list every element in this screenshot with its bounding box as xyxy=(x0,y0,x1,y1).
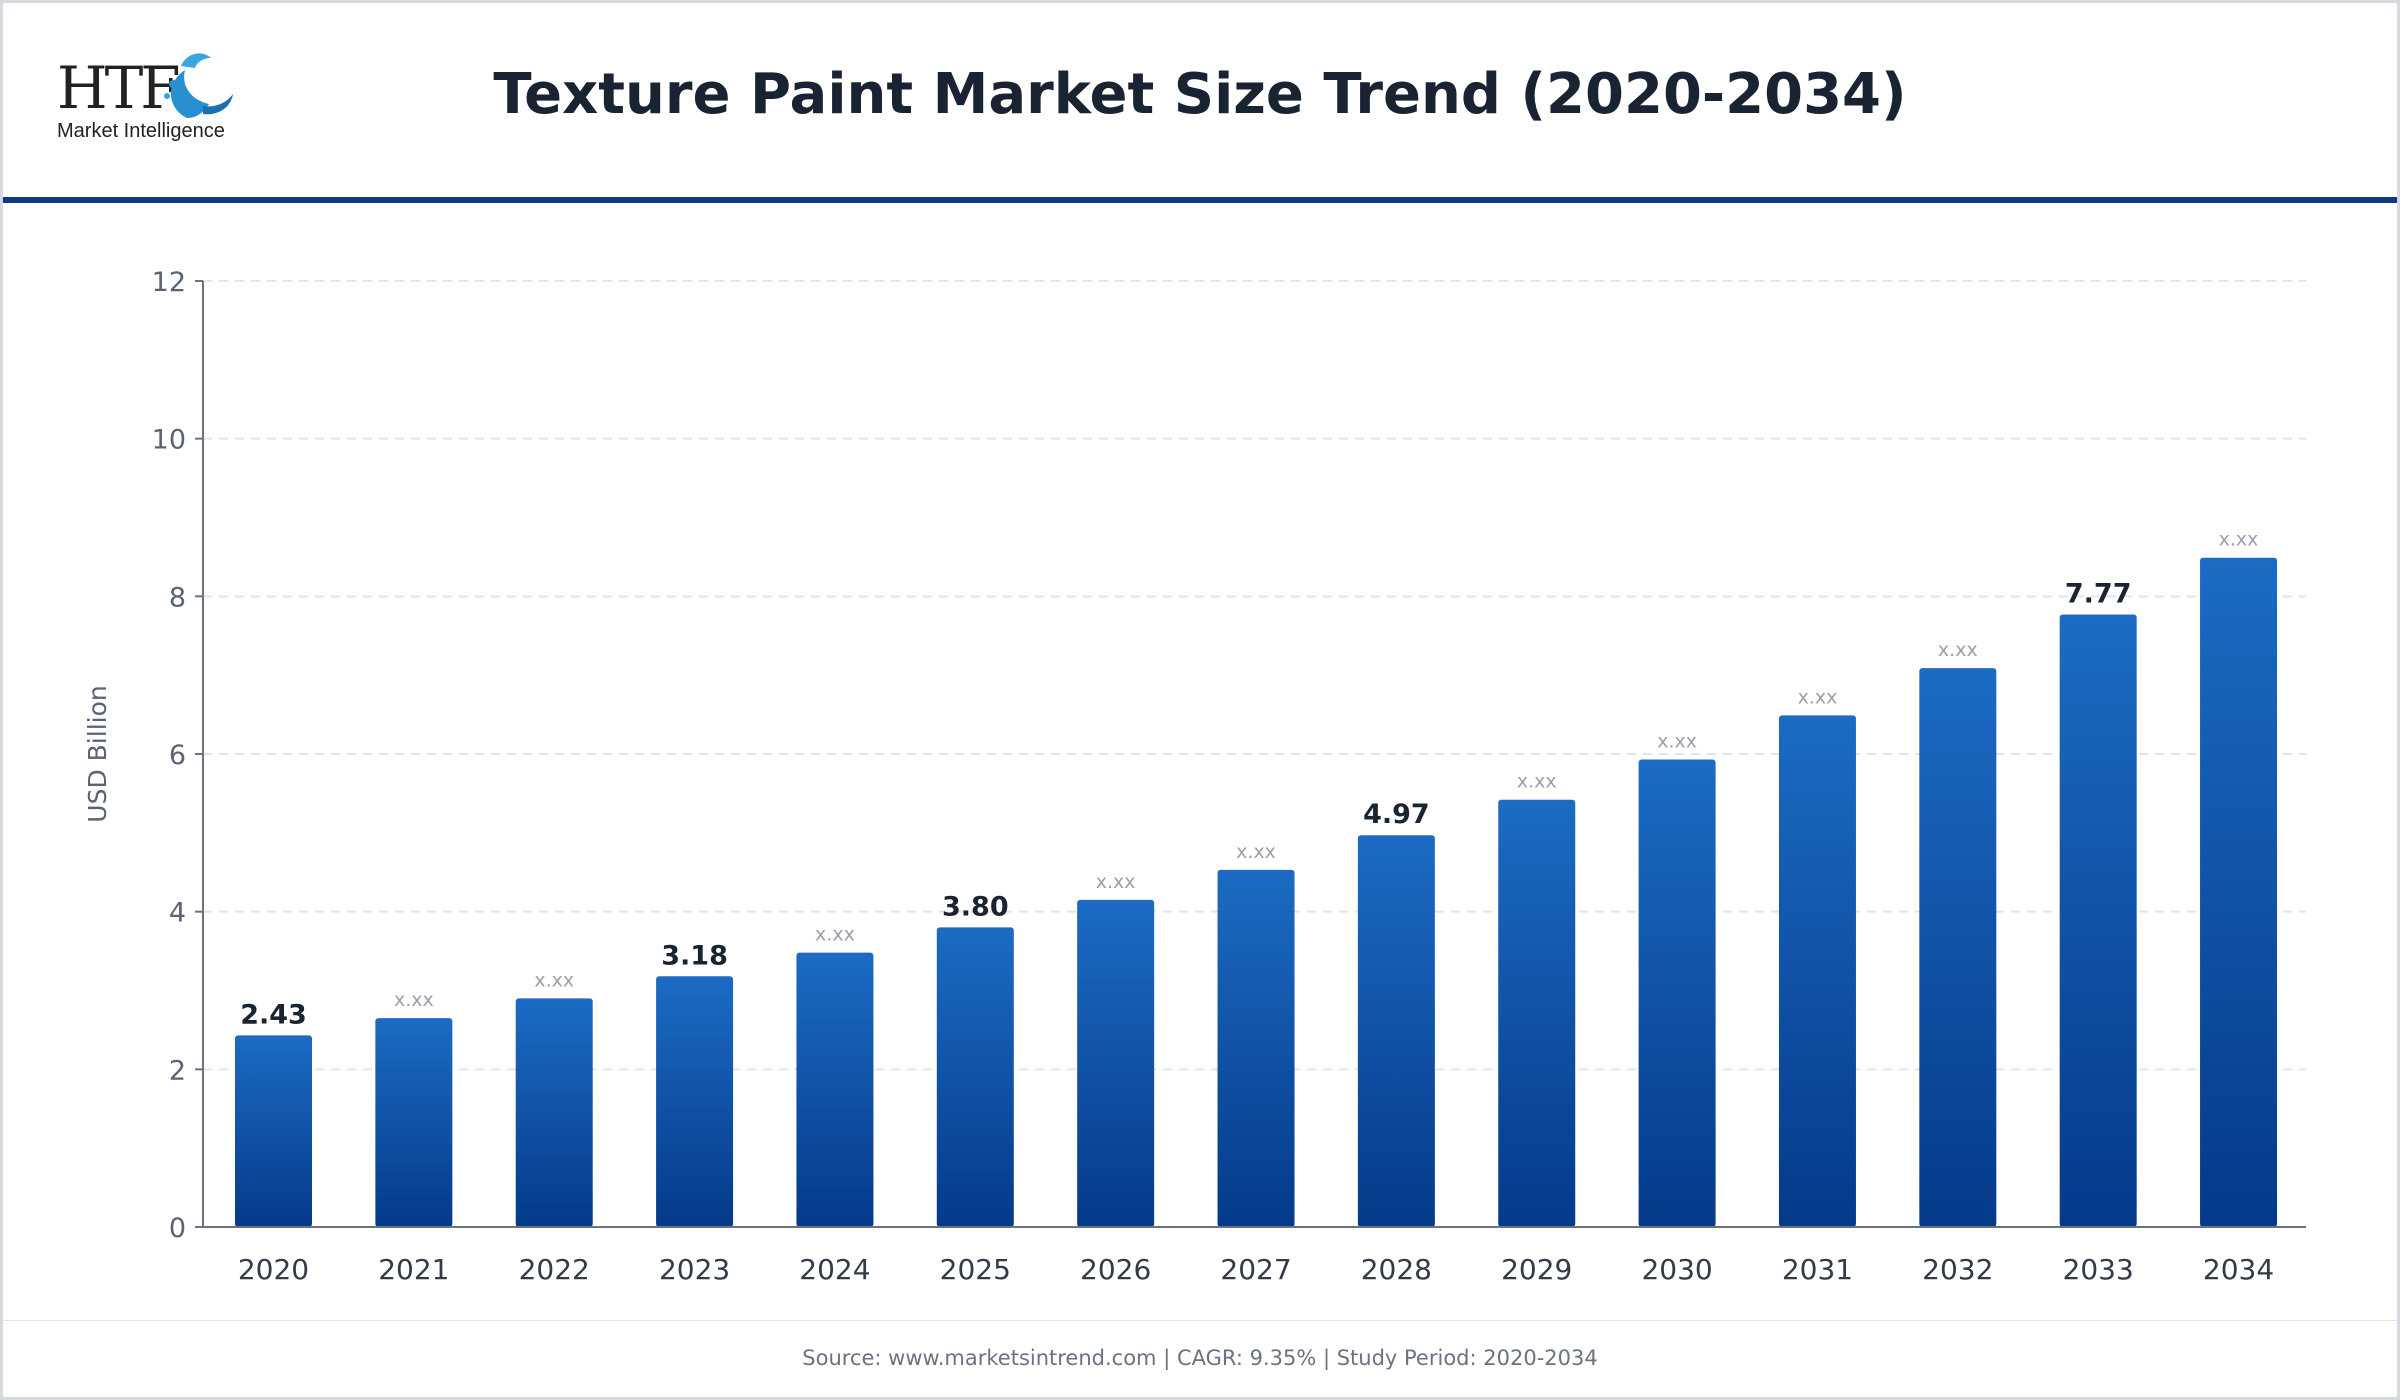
y-tick-label: 6 xyxy=(169,740,186,771)
value-label-2030: x.xx xyxy=(1657,731,1697,753)
y-tick-label: 0 xyxy=(169,1213,186,1244)
value-label-2022: x.xx xyxy=(534,969,574,991)
x-tick-label: 2023 xyxy=(659,1253,730,1286)
bars xyxy=(235,557,2278,1227)
bar-2021 xyxy=(375,1018,453,1227)
value-label-2023: 3.18 xyxy=(661,940,728,971)
bar-2027 xyxy=(1217,869,1295,1227)
dolphin-logo-icon xyxy=(164,53,233,118)
logo-subtitle: Market Intelligence xyxy=(57,120,225,142)
bar-2020 xyxy=(235,1035,312,1227)
x-tick-label: 2032 xyxy=(1922,1253,1993,1286)
bar-2028 xyxy=(1357,835,1435,1227)
value-label-2021: x.xx xyxy=(394,989,434,1011)
x-tick-label: 2022 xyxy=(519,1253,590,1286)
x-tick-label: 2031 xyxy=(1782,1253,1853,1286)
x-axis-ticks: 2020 2021 2022 2023 2024 2025 2026 2027 2028 2029… xyxy=(238,1253,2274,1286)
y-tick-label: 12 xyxy=(152,267,186,298)
header-rule xyxy=(3,197,2397,203)
footer-source: Source: www.marketsintrend.com | CAGR: 9… xyxy=(802,1346,1598,1370)
x-tick-label: 2034 xyxy=(2203,1253,2274,1286)
x-tick-label: 2025 xyxy=(940,1253,1011,1286)
x-tick-label: 2021 xyxy=(378,1253,449,1286)
bar-2034 xyxy=(2200,557,2278,1227)
x-tick-label: 2033 xyxy=(2063,1253,2134,1286)
htf-logo: HTF Market Intelligence xyxy=(55,48,235,153)
value-label-2025: 3.80 xyxy=(942,891,1009,922)
y-axis-ticks: 0 2 4 6 8 10 12 xyxy=(152,267,203,1244)
value-label-2027: x.xx xyxy=(1236,841,1276,863)
bar-2031 xyxy=(1778,715,1856,1227)
y-tick-label: 10 xyxy=(152,425,186,456)
bar-2033 xyxy=(2059,614,2137,1227)
bar-2025 xyxy=(936,927,1014,1227)
value-label-2026: x.xx xyxy=(1096,871,1136,893)
value-label-2031: x.xx xyxy=(1798,686,1838,708)
chart-title: Texture Paint Market Size Trend (2020-20… xyxy=(493,62,1907,127)
value-label-2034: x.xx xyxy=(2219,529,2259,551)
x-tick-label: 2030 xyxy=(1641,1253,1712,1286)
x-tick-label: 2029 xyxy=(1501,1253,1572,1286)
y-tick-label: 4 xyxy=(169,898,186,929)
bar-2030 xyxy=(1638,759,1716,1227)
y-tick-label: 8 xyxy=(169,582,186,613)
bar-2023 xyxy=(656,976,734,1227)
x-tick-label: 2024 xyxy=(799,1253,870,1286)
x-tick-label: 2020 xyxy=(238,1253,309,1286)
logo-letters: HTF xyxy=(57,54,181,122)
value-label-2028: 4.97 xyxy=(1363,799,1430,830)
bar-2029 xyxy=(1498,799,1576,1227)
value-label-2029: x.xx xyxy=(1517,771,1557,793)
value-labels: 2.43 x.xx x.xx 3.18 x.xx 3.80 x.xx x.xx 4.97 x.xx… xyxy=(240,529,2258,1031)
bar-2032 xyxy=(1919,668,1997,1227)
bar-2024 xyxy=(796,952,874,1227)
y-tick-label: 2 xyxy=(169,1055,186,1086)
bar-2022 xyxy=(515,998,593,1227)
y-axis-label: USD Billion xyxy=(83,685,112,822)
x-tick-label: 2027 xyxy=(1220,1253,1291,1286)
x-tick-label: 2028 xyxy=(1361,1253,1432,1286)
value-label-2024: x.xx xyxy=(815,924,855,946)
bar-2026 xyxy=(1077,899,1155,1227)
value-label-2032: x.xx xyxy=(1938,639,1978,661)
footer-divider xyxy=(3,1320,2397,1321)
header: HTF Market Intelligence Texture Paint Ma… xyxy=(0,0,2394,197)
value-label-2033: 7.77 xyxy=(2065,578,2132,609)
x-tick-label: 2026 xyxy=(1080,1253,1151,1286)
value-label-2020: 2.43 xyxy=(240,999,307,1030)
